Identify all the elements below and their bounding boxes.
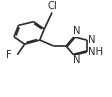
Text: F: F [6, 50, 12, 60]
Text: N: N [73, 26, 81, 36]
Text: N: N [73, 55, 81, 65]
Text: NH: NH [88, 47, 103, 57]
Text: N: N [88, 35, 96, 45]
Text: Cl: Cl [47, 1, 57, 11]
